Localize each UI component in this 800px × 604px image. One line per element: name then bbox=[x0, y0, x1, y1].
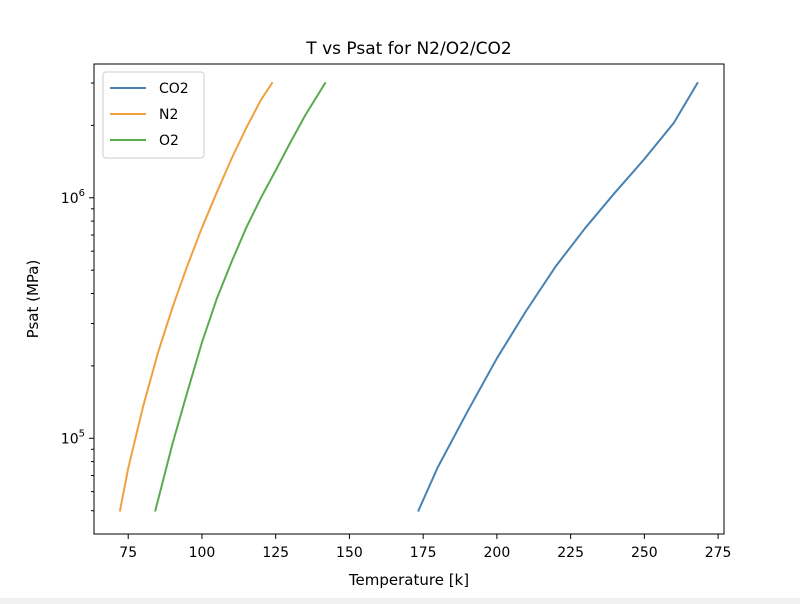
window-bottom-strip bbox=[0, 598, 800, 604]
x-axis-label: Temperature [k] bbox=[348, 571, 469, 589]
x-tick-label: 125 bbox=[262, 545, 289, 561]
plot-area bbox=[93, 63, 725, 535]
y-tick-exponent: 6 bbox=[79, 188, 85, 199]
x-tick-label: 250 bbox=[631, 545, 658, 561]
x-tick-label: 200 bbox=[484, 545, 511, 561]
x-tick-label: 175 bbox=[410, 545, 437, 561]
series-layer bbox=[119, 82, 699, 512]
legend-label-co2: CO2 bbox=[159, 81, 189, 97]
y-tick-exponent: 5 bbox=[79, 428, 85, 439]
legend-box bbox=[102, 71, 205, 159]
x-tick-label: 150 bbox=[336, 545, 363, 561]
series-line-co2 bbox=[417, 82, 699, 512]
legend-label-n2: N2 bbox=[159, 107, 178, 123]
x-tick-label: 275 bbox=[705, 545, 732, 561]
y-tick-base: 10 bbox=[61, 191, 79, 207]
series-line-n2 bbox=[119, 82, 274, 512]
series-line-o2 bbox=[154, 82, 327, 512]
y-tick-label: 105 bbox=[61, 428, 85, 447]
chart-title: T vs Psat for N2/O2/CO2 bbox=[305, 39, 511, 59]
x-tick-label: 225 bbox=[557, 545, 584, 561]
legend-label-o2: O2 bbox=[159, 133, 179, 149]
y-axis-label: Psat (MPa) bbox=[24, 260, 42, 339]
legend: CO2 N2 O2 bbox=[102, 71, 205, 159]
x-tick-label: 75 bbox=[119, 545, 137, 561]
y-tick-base: 10 bbox=[61, 431, 79, 447]
x-tick-label: 100 bbox=[189, 545, 216, 561]
y-tick-label: 106 bbox=[61, 188, 85, 207]
x-axis: 75 100 125 150 175 200 225 250 275 bbox=[119, 534, 731, 561]
